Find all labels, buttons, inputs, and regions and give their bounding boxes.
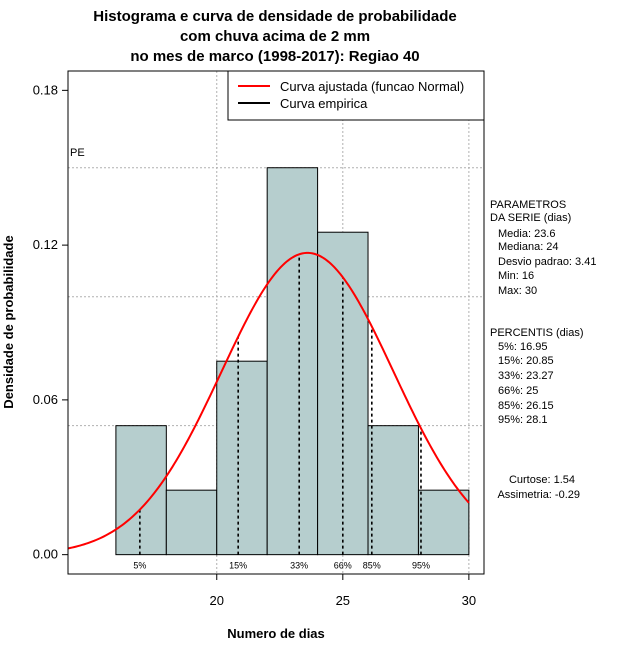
percentile-label-66pct: 66%: [334, 561, 352, 571]
x-tick-label-2: 30: [462, 593, 476, 608]
percentile-label-33pct: 33%: [290, 561, 308, 571]
side-panel: PARAMETROS DA SERIE (dias) Media: 23.6 M…: [490, 199, 596, 501]
percentile-label-15pct: 15%: [229, 561, 247, 571]
param-desvio: Desvio padrao: 3.41: [498, 256, 596, 268]
pct-5: 5%: 16.95: [498, 341, 548, 353]
y-axis-label: Densidade de probabilidade: [1, 235, 16, 408]
param-media: Media: 23.6: [498, 228, 555, 240]
histogram-bar-7: [417, 489, 470, 556]
histogram-bar-2: [165, 489, 218, 556]
param-max: Max: 30: [498, 285, 537, 297]
chart-title-line-1: Histograma e curva de densidade de proba…: [93, 8, 456, 25]
pct-title: PERCENTIS (dias): [490, 327, 584, 339]
y-tick-label-0: 0.00: [33, 547, 58, 562]
histogram-bar-6: [367, 425, 419, 556]
pe-label: PE: [70, 147, 85, 159]
x-tick-label-0: 20: [210, 593, 224, 608]
param-mediana: Mediana: 24: [498, 241, 559, 253]
x-tick-label-1: 25: [336, 593, 350, 608]
legend-fit-label: Curva ajustada (funcao Normal): [280, 79, 464, 94]
legend: Curva ajustada (funcao Normal) Curva emp…: [227, 70, 485, 121]
pct-33: 33%: 23.27: [498, 370, 554, 382]
param-min: Min: 16: [498, 270, 534, 282]
params-title-1: PARAMETROS: [490, 199, 566, 211]
histogram-bar-3: [216, 360, 268, 556]
percentile-label-85pct: 85%: [363, 561, 381, 571]
fitted-normal-curve: [67, 251, 470, 550]
y-tick-label-2: 0.12: [33, 237, 58, 252]
histogram-bar-1: [115, 425, 167, 556]
y-tick-label-1: 0.06: [33, 392, 58, 407]
chart-title-line-3: no mes de marco (1998-2017): Regiao 40: [130, 48, 419, 65]
pct-66: 66%: 25: [498, 385, 538, 397]
x-axis-label: Numero de dias: [227, 626, 325, 641]
histogram-bar-4: [266, 167, 319, 556]
percentile-label-95pct: 95%: [412, 561, 430, 571]
legend-empirical-label: Curva empirica: [280, 96, 368, 111]
percentile-label-5pct: 5%: [133, 561, 146, 571]
chart-title-line-2: com chuva acima de 2 mm: [180, 28, 370, 45]
stat-assimetria: Assimetria: -0.29: [497, 489, 580, 501]
y-tick-label-3: 0.18: [33, 82, 58, 97]
stat-curtose: Curtose: 1.54: [509, 474, 575, 486]
legend-box: [227, 70, 485, 121]
histogram-bar-5: [317, 231, 369, 556]
params-title-2: DA SERIE (dias): [490, 212, 571, 224]
pct-95: 95%: 28.1: [498, 414, 548, 426]
pct-85: 85%: 26.15: [498, 400, 554, 412]
pct-15: 15%: 20.85: [498, 355, 554, 367]
